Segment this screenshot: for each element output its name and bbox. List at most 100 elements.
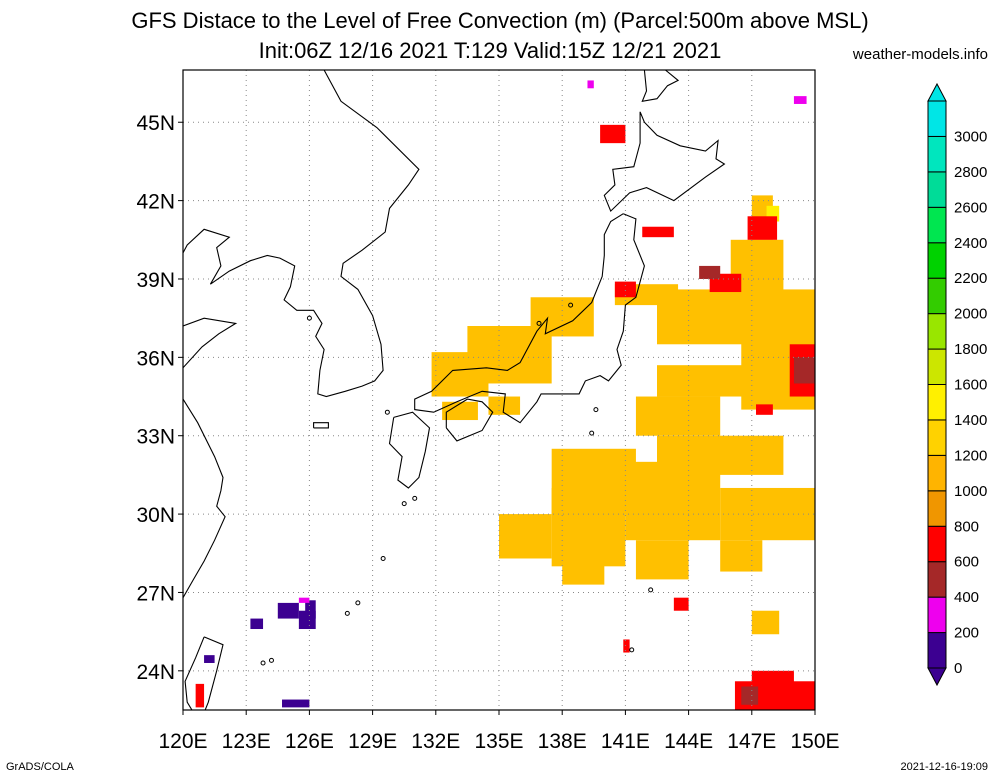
island-outline	[593, 407, 599, 413]
map-subtitle: Init:06Z 12/16 2021 T:129 Valid:15Z 12/2…	[258, 38, 722, 63]
coastline-path	[184, 636, 224, 710]
lfc-shaded-region	[298, 597, 310, 603]
lfc-shaded-region	[756, 404, 773, 415]
coastline-path	[183, 70, 420, 398]
colorbar-label: 1200	[954, 447, 987, 464]
coastline-path	[183, 398, 226, 598]
lfc-shaded-region	[635, 396, 721, 436]
colorbar-label: 1400	[954, 412, 987, 429]
colorbar-segment	[927, 384, 947, 421]
lfc-shaded-region	[587, 80, 594, 89]
island-outline	[384, 409, 390, 415]
colorbar-label: 1600	[954, 377, 987, 394]
lfc-shaded-region	[562, 553, 605, 585]
source-credit: weather-models.info	[852, 46, 988, 63]
colorbar-segment	[927, 206, 947, 244]
longitude-tick-label: 129E	[348, 730, 397, 753]
colorbar-label: 2400	[954, 235, 987, 252]
island-outline	[260, 660, 266, 666]
colorbar-segment	[927, 490, 947, 527]
colorbar-segment	[927, 596, 947, 634]
latitude-tick-labels: 24N 27N 30N 33N 36N 39N 42N 45N	[136, 112, 175, 684]
lfc-shaded-region	[282, 699, 310, 708]
longitude-tick-label: 144E	[664, 730, 713, 753]
lfc-shaded-region	[614, 281, 636, 298]
island-outline	[344, 610, 350, 616]
lfc-shaded-region	[789, 310, 815, 332]
lfc-shaded-region	[793, 96, 807, 104]
colorbar-segment	[927, 171, 947, 208]
island-outline	[306, 315, 312, 321]
island-outline	[355, 600, 361, 606]
colorbar-min-arrow	[927, 667, 947, 687]
lfc-shaded-region	[642, 226, 674, 238]
colorbar-label: 3000	[954, 128, 987, 145]
colorbar-label: 2200	[954, 270, 987, 287]
island-outline	[401, 501, 407, 507]
lfc-shaded-region	[747, 216, 778, 240]
colorbar-label: 2600	[954, 199, 987, 216]
colorbar-label: 1800	[954, 341, 987, 358]
lfc-shaded-region	[657, 289, 815, 345]
coastline-path	[183, 317, 238, 369]
colorbar-label: 0	[954, 660, 962, 677]
colorbar-segment	[927, 632, 947, 669]
colorbar-label: 600	[954, 554, 979, 571]
coastline-path	[445, 398, 494, 442]
colorbar-segment	[927, 277, 947, 315]
colorbar-segment	[927, 348, 947, 385]
lfc-shaded-region	[623, 639, 630, 653]
island-outline	[629, 647, 635, 653]
lfc-shaded-region	[195, 683, 205, 708]
colorbar-segment	[927, 313, 947, 350]
lfc-shaded-region	[530, 297, 594, 337]
longitude-tick-label: 135E	[474, 730, 523, 753]
longitude-tick-label: 138E	[538, 730, 587, 753]
colorbar-segment	[927, 242, 947, 279]
island-outline	[412, 495, 418, 501]
lfc-shaded-region	[250, 618, 264, 630]
map-title: GFS Distace to the Level of Free Convect…	[131, 8, 869, 33]
colorbar-segment	[927, 561, 947, 598]
lfc-shaded-region	[657, 365, 752, 397]
lfc-shaded-region	[305, 600, 316, 619]
colorbar-segment	[927, 100, 947, 137]
coastline-path	[313, 422, 329, 429]
longitude-tick-label: 147E	[727, 730, 776, 753]
coastline-path	[603, 111, 726, 213]
latitude-tick-label: 27N	[136, 582, 175, 605]
lfc-shaded-region	[499, 514, 552, 559]
colorbar-label: 800	[954, 518, 979, 535]
longitude-tick-label: 150E	[790, 730, 839, 753]
lfc-shaded-region	[298, 610, 316, 630]
colorbar-label: 1000	[954, 483, 987, 500]
longitude-tick-label: 141E	[601, 730, 650, 753]
lfc-shaded-region	[431, 352, 489, 397]
coastline-path	[641, 70, 680, 103]
lfc-shaded-region	[741, 686, 759, 705]
lfc-shaded-region	[673, 597, 689, 611]
latitude-tick-label: 36N	[136, 347, 175, 370]
lfc-shaded-region	[277, 602, 299, 619]
colorbar-label: 2800	[954, 164, 987, 181]
generation-timestamp: 2021-12-16-19:09	[900, 761, 988, 773]
longitude-tick-label: 123E	[222, 730, 271, 753]
lfc-shaded-region	[204, 655, 215, 663]
latitude-tick-label: 24N	[136, 661, 175, 684]
lfc-shaded-region	[751, 670, 794, 697]
software-credit: GrADS/COLA	[6, 761, 74, 773]
island-outline	[648, 587, 654, 593]
lat-lon-grid	[178, 70, 816, 715]
coastlines	[183, 70, 726, 710]
lfc-shaded-region	[751, 610, 780, 635]
colorbar-max-arrow	[927, 82, 947, 102]
latitude-tick-label: 39N	[136, 269, 175, 292]
colorbar-segment	[927, 135, 947, 173]
colorbar-label: 200	[954, 625, 979, 642]
colorbar-segment	[927, 419, 947, 456]
island-outline	[268, 657, 274, 663]
latitude-tick-label: 30N	[136, 504, 175, 527]
longitude-tick-labels: 120E 123E 126E 129E 132E 135E 138E 141E 144E 147E…	[158, 730, 839, 753]
coastline-path	[414, 213, 645, 424]
